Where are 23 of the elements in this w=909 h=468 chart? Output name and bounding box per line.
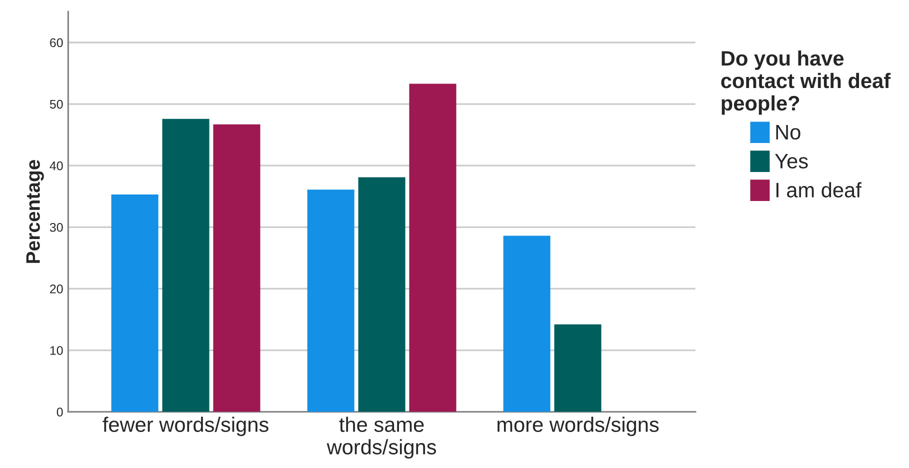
legend-label: No bbox=[776, 125, 800, 140]
y-tick-label: 60 bbox=[50, 38, 63, 48]
x-tick-label: more words/signs bbox=[498, 416, 659, 436]
y-tick-label: 30 bbox=[50, 222, 63, 232]
bar bbox=[409, 84, 456, 412]
x-tick-label: the same words/signs bbox=[326, 416, 436, 459]
y-tick-label: 50 bbox=[50, 100, 63, 109]
y-axis-title: Percentage bbox=[26, 160, 44, 263]
legend-title: Do you have contact with deaf people? bbox=[721, 50, 891, 115]
bar bbox=[307, 190, 354, 412]
x-tick-label: fewer words/signs bbox=[102, 416, 268, 436]
y-tick-label: 20 bbox=[50, 284, 63, 294]
legend-label: I am deaf bbox=[776, 182, 862, 198]
bar bbox=[358, 177, 406, 412]
bar bbox=[503, 236, 550, 412]
bar bbox=[554, 324, 602, 412]
bar bbox=[213, 124, 260, 412]
bar bbox=[162, 118, 210, 412]
y-tick-label: 10 bbox=[50, 346, 63, 355]
bar bbox=[111, 194, 158, 412]
y-tick-label: 0 bbox=[56, 408, 63, 416]
y-tick-label: 40 bbox=[50, 161, 63, 170]
legend-label: Yes bbox=[775, 154, 808, 169]
